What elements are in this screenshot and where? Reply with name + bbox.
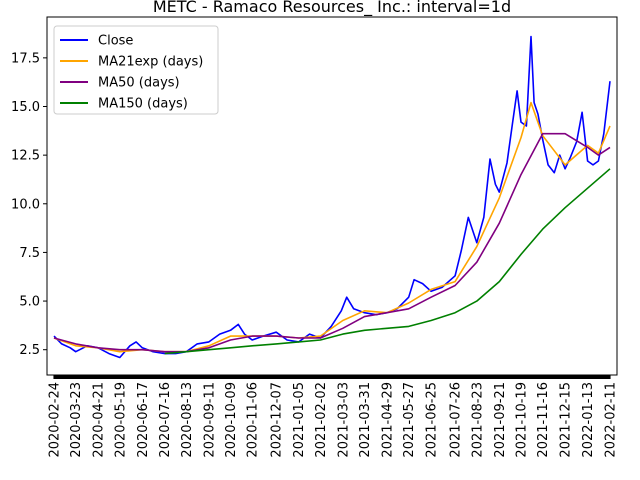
- x-tick-label: 2020-02-24: [47, 382, 62, 458]
- series-lines: [53, 35, 611, 359]
- legend-label-0: Close: [98, 34, 133, 49]
- x-tick-label: 2021-09-21: [493, 382, 508, 458]
- x-tick-label: 2021-06-25: [425, 382, 440, 458]
- legend-label-3: MA150 (days): [98, 97, 188, 112]
- x-tick-label: 2020-09-11: [202, 382, 217, 458]
- x-tick-label: 2021-08-23: [470, 382, 485, 458]
- x-tick-label: 2020-12-07: [270, 382, 285, 458]
- y-tick-label: 5.0: [19, 295, 40, 310]
- x-tick-label: 2020-07-16: [158, 382, 173, 458]
- x-tick-label: 2020-11-06: [246, 382, 261, 458]
- chart-title: METC - Ramaco Resources_ Inc.: interval=…: [153, 0, 511, 17]
- y-tick-label: 10.0: [11, 197, 40, 212]
- series-line-2: [53, 132, 611, 353]
- x-tick-label: 2021-05-27: [402, 382, 417, 458]
- legend-label-1: MA21exp (days): [98, 55, 203, 70]
- y-tick-label: 7.5: [19, 246, 40, 261]
- legend: Close MA21exp (days) MA50 (days) MA150 (day…: [53, 25, 219, 115]
- y-tick-label: 12.5: [11, 149, 40, 164]
- series-line-3: [164, 168, 611, 355]
- x-tick-label: 2020-05-19: [113, 382, 128, 458]
- x-tick-label: 2020-03-23: [69, 382, 84, 458]
- x-tick-label: 2021-07-26: [449, 382, 464, 458]
- x-tick-label: 2021-03-03: [336, 382, 351, 458]
- x-tick-label: 2021-02-02: [314, 382, 329, 458]
- series-line-1: [53, 101, 611, 353]
- x-minor-ticks: [53, 375, 611, 379]
- x-tick-label: 2020-04-21: [92, 382, 107, 458]
- x-tick-label: 2021-12-15: [559, 382, 574, 458]
- x-tick-label: 2021-01-05: [292, 382, 307, 458]
- y-tick-label: 15.0: [11, 100, 40, 115]
- x-tick-label: 2022-02-11: [604, 382, 619, 458]
- legend-box: [53, 25, 219, 115]
- x-tick-label: 2021-03-31: [358, 382, 373, 458]
- x-tick-label: 2020-06-17: [136, 382, 151, 458]
- x-tick-label: 2021-11-16: [536, 382, 551, 458]
- y-tick-label: 17.5: [11, 51, 40, 66]
- x-tick-label: 2022-01-13: [581, 382, 596, 458]
- x-tick-label: 2021-04-29: [380, 382, 395, 458]
- x-tick-label: 2020-08-13: [180, 382, 195, 458]
- legend-label-2: MA50 (days): [98, 76, 180, 91]
- x-tick-label: 2021-10-19: [514, 382, 529, 458]
- x-tick-label: 2020-10-09: [224, 382, 239, 458]
- x-axis: 2020-02-24 2020-03-23 2020-04-21 2020-05-19…: [47, 375, 619, 458]
- y-axis: 2.5 5.0 7.5 10.0 12.5 15.0 17.5: [11, 51, 47, 358]
- y-tick-label: 2.5: [19, 343, 40, 358]
